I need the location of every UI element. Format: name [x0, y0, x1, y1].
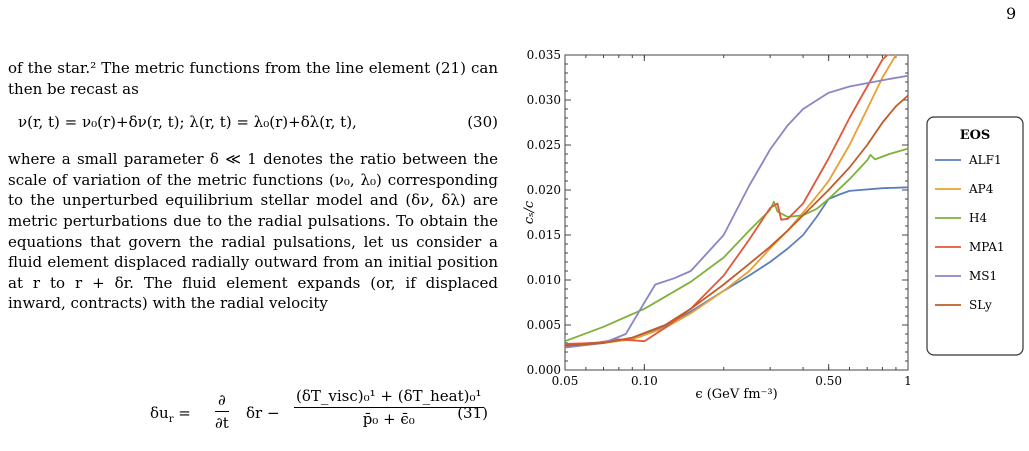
equation-30-body: ν(r, t) = ν₀(r)+δν(r, t); λ(r, t) = λ₀(r…: [18, 113, 357, 132]
legend-label-ap4: AP4: [968, 182, 994, 196]
y-tick-label: 0.025: [527, 138, 561, 152]
x-tick-label: 0.10: [631, 374, 658, 388]
equation-31-partial-derivative: ∂ ∂t: [215, 391, 229, 432]
plot-frame: [564, 54, 909, 371]
legend-label-sly: SLy: [969, 298, 992, 312]
page-number: 9: [1006, 4, 1017, 23]
equation-31-fraction: (δT_visc)₀¹ + (δT_heat)₀¹ p̄₀ + ϵ̄₀: [294, 387, 484, 428]
y-tick-label: 0.005: [527, 318, 561, 332]
main-text-column: of the star.² The metric functions from …: [8, 58, 498, 314]
y-tick-label: 0.015: [527, 228, 561, 242]
equation-31: δur = ∂ ∂t δr − (δT_visc)₀¹ + (δT_heat)₀…: [8, 385, 498, 445]
y-tick-label: 0.020: [527, 183, 561, 197]
series-line-h4: [564, 147, 909, 343]
legend-label-ms1: MS1: [969, 269, 997, 283]
plot-top-mask: [564, 40, 909, 55]
y-axis-label: cₛ/c: [522, 200, 537, 224]
y-tick-label: 0.030: [527, 93, 561, 107]
equation-30: ν(r, t) = ν₀(r)+δν(r, t); λ(r, t) = λ₀(r…: [8, 99, 498, 149]
series-line-mpa1: [564, 52, 891, 345]
y-tick-label: 0.000: [527, 363, 561, 377]
sound-speed-chart: 0.05 0.10 0.50 1 0.000 0.005 0.010 0.015 0.020 0.…: [515, 40, 1029, 447]
x-tick-label: 0.50: [815, 374, 842, 388]
equation-31-lhs: δur =: [150, 404, 191, 425]
x-tick-label: 0.05: [552, 374, 579, 388]
legend-label-mpa1: MPA1: [969, 240, 1005, 254]
series-line-ms1: [564, 74, 909, 349]
paragraph-metric-functions: of the star.² The metric functions from …: [8, 59, 498, 98]
y-tick-label: 0.010: [527, 273, 561, 287]
equation-30-number: (30): [467, 113, 498, 132]
x-tick-label: 1: [904, 374, 912, 388]
equation-31-number: (31): [457, 404, 488, 422]
series-line-sly: [564, 94, 909, 347]
paragraph-radial-pulsations: where a small parameter δ ≪ 1 denotes th…: [8, 150, 498, 313]
legend-box: [926, 116, 1024, 356]
legend-label-alf1: ALF1: [968, 153, 1002, 167]
series-line-ap4: [564, 54, 897, 349]
equation-31-mid: δr −: [246, 404, 280, 422]
legend-label-h4: H4: [969, 211, 987, 225]
chart-svg: 0.05 0.10 0.50 1 0.000 0.005 0.010 0.015 0.020 0.…: [522, 40, 1024, 402]
legend-title: EOS: [960, 128, 991, 143]
y-tick-label: 0.035: [527, 48, 561, 62]
x-axis-label: ϵ (GeV fm⁻³): [695, 387, 777, 402]
